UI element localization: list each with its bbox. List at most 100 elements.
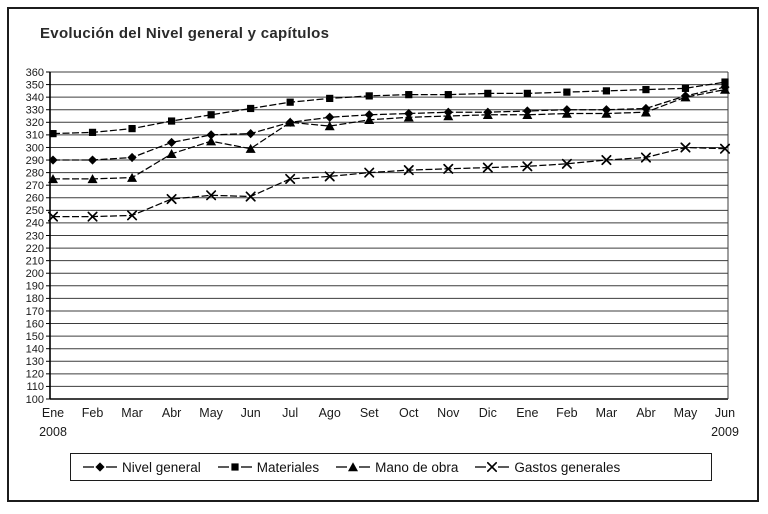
triangle-marker-icon bbox=[285, 117, 296, 127]
x-legend-key bbox=[475, 461, 510, 473]
square-marker-icon bbox=[563, 88, 571, 96]
diamond-marker-icon bbox=[325, 112, 335, 122]
x-axis-label: Jul bbox=[282, 406, 298, 420]
y-axis-label: 130 bbox=[26, 356, 44, 368]
x-marker-icon bbox=[87, 211, 98, 222]
x-marker-icon bbox=[680, 142, 691, 153]
x-marker-icon bbox=[166, 193, 177, 205]
x-axis-label: Ene bbox=[516, 406, 538, 420]
y-axis-label: 110 bbox=[26, 381, 44, 393]
x-axis-label: Ago bbox=[319, 406, 341, 420]
x-marker-icon bbox=[127, 210, 138, 221]
triangle-marker-icon bbox=[245, 143, 256, 153]
y-axis-label: 220 bbox=[26, 243, 44, 255]
series-line bbox=[53, 88, 726, 180]
triangle-legend-key bbox=[336, 462, 371, 472]
square-marker-icon bbox=[128, 124, 136, 133]
x-marker-icon bbox=[522, 161, 533, 172]
x-axis-year-label: 2009 bbox=[711, 425, 739, 439]
triangle-marker-icon bbox=[87, 174, 98, 184]
x-axis-label: Mar bbox=[121, 406, 143, 420]
diamond-marker-icon bbox=[166, 137, 177, 148]
legend-item-x: Gastos generales bbox=[475, 460, 620, 475]
square-marker-icon bbox=[231, 463, 239, 471]
triangle-marker-icon bbox=[680, 92, 691, 102]
triangle-marker-icon bbox=[443, 111, 454, 121]
x-marker-icon bbox=[561, 158, 572, 169]
triangle-marker-icon bbox=[720, 84, 730, 94]
x-axis-label: Abr bbox=[636, 406, 655, 420]
chart-frame: Evolución del Nivel general y capítulos … bbox=[7, 7, 759, 502]
diamond-marker-icon bbox=[206, 130, 216, 140]
x-marker-icon bbox=[364, 167, 375, 178]
y-axis-label: 230 bbox=[26, 230, 44, 242]
triangle-marker-icon bbox=[127, 172, 138, 182]
series-line bbox=[53, 86, 726, 161]
y-axis-label: 170 bbox=[26, 306, 44, 318]
y-axis-label: 120 bbox=[26, 369, 44, 381]
square-marker-icon bbox=[49, 130, 57, 138]
triangle-marker-icon bbox=[206, 136, 217, 146]
x-axis-label: Ene bbox=[42, 406, 64, 420]
x-axis-year-label: 2008 bbox=[39, 425, 67, 439]
y-axis-label: 140 bbox=[26, 343, 44, 355]
diamond-marker-icon bbox=[95, 462, 105, 472]
square-marker-icon bbox=[405, 91, 413, 99]
square-marker-icon bbox=[88, 128, 97, 136]
y-axis-label: 270 bbox=[26, 180, 44, 192]
y-axis-label: 160 bbox=[26, 318, 44, 330]
square-marker-icon bbox=[444, 91, 452, 99]
plot-area: 1001101201301401501601701801902002102202… bbox=[26, 67, 739, 439]
legend-item-label: Gastos generales bbox=[514, 459, 621, 475]
y-axis-label: 260 bbox=[26, 193, 44, 205]
triangle-marker-icon bbox=[561, 108, 572, 118]
x-marker-icon bbox=[719, 143, 731, 154]
y-axis-label: 100 bbox=[26, 394, 44, 406]
x-axis-label: Nov bbox=[437, 406, 460, 420]
legend-item-label: Mano de obra bbox=[375, 459, 459, 475]
y-axis-label: 280 bbox=[26, 167, 44, 179]
series-line bbox=[53, 146, 726, 218]
legend-item-label: Materiales bbox=[256, 459, 320, 475]
x-marker-icon bbox=[324, 171, 335, 182]
triangle-marker-icon bbox=[364, 114, 375, 124]
x-marker-icon bbox=[640, 152, 651, 163]
diamond-marker-icon bbox=[246, 129, 256, 139]
x-axis-label: Dic bbox=[479, 406, 497, 420]
x-axis-label: Oct bbox=[399, 406, 419, 420]
square-marker-icon bbox=[247, 104, 255, 113]
x-axis-label: Feb bbox=[82, 406, 104, 420]
square-marker-icon bbox=[167, 117, 176, 125]
triangle-marker-icon bbox=[48, 174, 58, 184]
triangle-marker-icon bbox=[166, 148, 177, 158]
triangle-marker-icon bbox=[482, 109, 493, 119]
square-marker-icon bbox=[365, 92, 373, 100]
chart-title: Evolución del Nivel general y capítulos bbox=[40, 25, 330, 42]
triangle-marker-icon bbox=[403, 112, 414, 122]
square-marker-icon bbox=[484, 89, 492, 97]
square-marker-icon bbox=[681, 84, 690, 92]
x-marker-icon bbox=[245, 191, 256, 202]
legend: Nivel general Materiales Mano de obra Gasto… bbox=[70, 453, 712, 481]
y-axis-label: 200 bbox=[26, 268, 44, 280]
triangle-marker-icon bbox=[348, 462, 359, 472]
y-axis-label: 250 bbox=[26, 205, 44, 217]
y-axis-label: 210 bbox=[26, 255, 44, 267]
y-axis-label: 300 bbox=[26, 142, 44, 154]
triangle-marker-icon bbox=[324, 121, 335, 131]
legend-item-diamond: Nivel general bbox=[83, 460, 201, 475]
triangle-marker-icon bbox=[601, 108, 612, 118]
square-marker-icon bbox=[207, 111, 215, 119]
legend-item-square: Materiales bbox=[217, 459, 320, 475]
y-axis-label: 340 bbox=[26, 92, 44, 104]
x-marker-icon bbox=[285, 173, 296, 184]
y-axis-label: 320 bbox=[26, 117, 44, 129]
square-marker-icon bbox=[642, 86, 650, 94]
triangle-marker-icon bbox=[640, 107, 651, 117]
legend-item-triangle: Mano de obra bbox=[336, 460, 458, 475]
diamond-marker-icon bbox=[87, 155, 98, 165]
x-axis-label: Jun bbox=[715, 406, 735, 420]
x-marker-icon bbox=[403, 165, 414, 176]
x-axis-label: Feb bbox=[556, 406, 578, 420]
x-marker-icon bbox=[482, 162, 493, 173]
